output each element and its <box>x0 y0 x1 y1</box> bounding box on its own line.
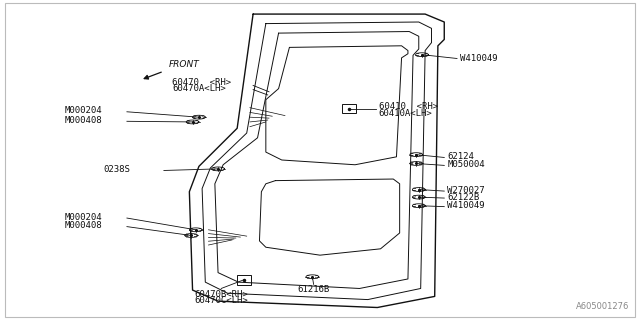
Text: 62124: 62124 <box>447 152 474 161</box>
Text: 60470A<LH>: 60470A<LH> <box>172 84 226 93</box>
Text: 62122B: 62122B <box>447 193 480 202</box>
Text: 60470  <RH>: 60470 <RH> <box>172 78 231 87</box>
Text: M000204: M000204 <box>65 106 103 115</box>
Text: M050004: M050004 <box>447 160 485 169</box>
Text: W270027: W270027 <box>447 186 485 195</box>
Text: FRONT: FRONT <box>168 60 199 69</box>
Text: A605001276: A605001276 <box>575 302 629 311</box>
Text: 60410A<LH>: 60410A<LH> <box>379 108 433 117</box>
Bar <box>237 275 250 285</box>
Text: 60470B<RH>: 60470B<RH> <box>195 290 248 299</box>
Text: 60470C<LH>: 60470C<LH> <box>195 296 248 305</box>
Text: 60410  <RH>: 60410 <RH> <box>379 101 438 111</box>
Text: M000408: M000408 <box>65 116 103 125</box>
Text: M000408: M000408 <box>65 221 103 230</box>
Text: 0238S: 0238S <box>103 165 130 174</box>
Text: W410049: W410049 <box>460 54 498 63</box>
Bar <box>342 104 356 113</box>
Text: M000204: M000204 <box>65 212 103 221</box>
Text: 61216B: 61216B <box>298 285 330 294</box>
Text: W410049: W410049 <box>447 202 485 211</box>
